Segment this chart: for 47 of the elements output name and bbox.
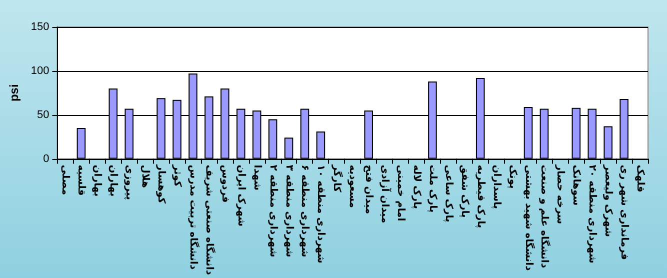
x-tick-label: شهرداری منطقه ۳ [283, 164, 294, 258]
x-tick-label: دانشگاه شهید بهشتی [522, 164, 536, 271]
x-tick-label: پارک ملت [426, 164, 438, 213]
x-tick-label: بهاران [92, 164, 103, 197]
x-tick-label: دانشگاه تربیت مدرس [187, 164, 200, 270]
x-tick-label: امام خمینی [395, 164, 406, 222]
x-tick-label: شهرک ایران [235, 164, 246, 227]
x-tick-label: سرخه حصار [554, 164, 566, 224]
x-tick-label: کوهسار [156, 164, 167, 204]
x-tick-label: مصلی [60, 164, 71, 196]
x-tick-label: دانشگاه صنعتی شریف [203, 164, 216, 275]
x-tick-label: بهاران [108, 164, 119, 197]
bar [316, 132, 326, 159]
x-tick-label: مسعودیه [347, 164, 358, 208]
x-tick-label: کوثر [172, 164, 182, 188]
x-tick-label: شهرداری منطقه ۲ [267, 164, 278, 258]
x-tick-label: میدان آزادی [379, 164, 392, 224]
bar [76, 128, 86, 159]
y-tick-label: 0 [43, 152, 50, 165]
x-tick-label: پیروزی [124, 164, 135, 200]
x-tick-label: پارک لاله [410, 164, 422, 210]
x-tick-label: فرمانداری شهر ری [618, 164, 630, 260]
bar [284, 138, 294, 159]
x-tick-label: شهرک ولیعصر [602, 164, 614, 238]
x-tick-label: پاسداران [490, 164, 502, 210]
bar [268, 119, 278, 159]
x-tick-label: فردوس [219, 164, 230, 203]
x-tick-label: پونک [506, 164, 518, 190]
x-tick-label: دانشگاه علم و صنعت [538, 164, 552, 268]
x-tick-label: شهرداری منطقه ۶ [299, 164, 310, 258]
bar [604, 126, 612, 159]
x-tick-label: کارگر [331, 164, 344, 192]
y-tick-label: 50 [37, 108, 50, 121]
y-tick-label: 100 [30, 64, 50, 77]
x-tick-label: قلسیه [76, 164, 87, 196]
x-tick-label: شهدا [251, 164, 262, 191]
x-tick-label: شهرداری منطقه ۲۰ [586, 164, 598, 264]
x-tick-label: پارک شفق [458, 164, 470, 218]
x-tick-label: پارک قیطریه [474, 164, 486, 228]
x-tick-label: قلهک [634, 164, 646, 192]
x-tick-label: شهرداری منطقه ۱۰ [315, 164, 326, 264]
x-tick-label: پارک ساعی [442, 164, 454, 223]
x-tick-label: سوهانک [570, 164, 582, 206]
y-axis-title: psi [7, 84, 21, 102]
x-tick-label: هلال [140, 164, 151, 188]
y-tick-label: 150 [30, 21, 50, 33]
x-tick-label: میدان فتح [363, 164, 374, 214]
